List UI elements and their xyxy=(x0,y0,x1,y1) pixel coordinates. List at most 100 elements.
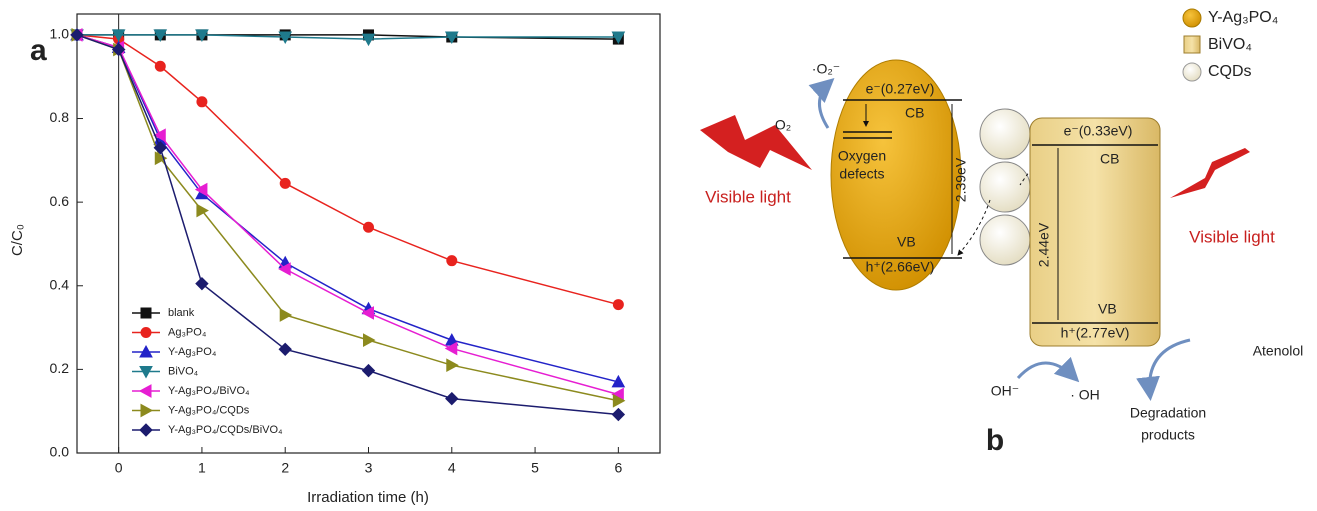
marker xyxy=(278,262,291,276)
legend-marker xyxy=(138,384,152,398)
lightning xyxy=(700,115,812,170)
marker xyxy=(612,299,624,311)
marker xyxy=(153,29,168,42)
marker xyxy=(195,276,209,291)
marker xyxy=(278,31,293,45)
marker xyxy=(153,141,167,155)
marker xyxy=(278,342,292,357)
y-tick-label: 0.4 xyxy=(50,276,70,292)
marker xyxy=(154,60,166,72)
legend-text: Ag₃PO₄ xyxy=(168,326,207,338)
cb-label: CB xyxy=(1100,151,1119,167)
marker xyxy=(196,203,209,218)
transfer-path xyxy=(958,144,1051,255)
superoxide: ·O₂⁻ xyxy=(812,61,840,77)
oxygen: O₂ xyxy=(775,117,791,133)
defect-label: Oxygen xyxy=(838,148,886,164)
marker xyxy=(111,42,126,57)
y-tick-label: 0.6 xyxy=(50,193,70,209)
legend-text: Y-Ag₃PO₄/CQDs/BiVO₄ xyxy=(168,424,283,436)
series-line xyxy=(77,34,619,40)
cb-electron: e⁻(0.27eV) xyxy=(866,81,935,97)
marker xyxy=(363,333,376,347)
marker xyxy=(363,221,374,233)
cb-label: CB xyxy=(905,105,924,121)
legend-marker xyxy=(140,327,152,338)
legend-marker xyxy=(140,403,154,418)
series-line xyxy=(76,34,619,383)
marker xyxy=(361,33,376,47)
marker xyxy=(444,341,458,356)
legend-text: Y-Ag₃PO₄/CQDs xyxy=(168,404,250,416)
series-line xyxy=(76,34,619,416)
marker xyxy=(196,96,208,108)
panel-label: b xyxy=(986,424,1004,457)
vb-hole: h⁺(2.77eV) xyxy=(1061,325,1130,341)
legend-marker xyxy=(140,307,152,319)
x-tick-label: 4 xyxy=(448,460,456,476)
hydroxide: OH⁻ xyxy=(991,383,1019,399)
marker xyxy=(195,29,209,42)
x-tick-label: 0 xyxy=(115,460,123,476)
legend-text: BiVO₄ xyxy=(168,365,199,377)
gap-label: 2.39eV xyxy=(953,157,969,202)
legend-text: blank xyxy=(168,307,195,319)
hydroxyl: · OH xyxy=(1070,387,1100,403)
y-tick-label: 0.0 xyxy=(50,444,70,460)
legend-marker xyxy=(139,344,153,358)
legend-marker xyxy=(139,366,153,379)
ag3po4-particle xyxy=(830,59,962,291)
marker xyxy=(445,391,459,406)
pollutant: Atenolol xyxy=(1253,343,1304,359)
marker xyxy=(194,182,208,197)
x-tick-label: 5 xyxy=(531,460,539,476)
marker xyxy=(612,393,626,408)
marker xyxy=(446,358,459,373)
series-line xyxy=(76,34,619,306)
products: products xyxy=(1141,427,1195,443)
marker xyxy=(444,31,459,45)
arrow xyxy=(808,77,835,129)
legend-text: Y-Ag₃PO₄/BiVO₄ xyxy=(168,385,250,397)
x-tick-label: 3 xyxy=(365,460,373,476)
cqd xyxy=(979,161,1031,213)
products: Degradation xyxy=(1130,405,1206,421)
marker xyxy=(153,128,166,143)
vb-label: VB xyxy=(897,234,916,250)
legend-text: Y-Ag₃PO₄ xyxy=(1208,9,1278,26)
marker xyxy=(611,374,626,388)
y-axis-label: C/C₀ xyxy=(9,224,26,256)
visible-light: Visible light xyxy=(1189,227,1275,246)
vb-label: VB xyxy=(1098,301,1117,317)
visible-light: Visible light xyxy=(705,187,791,206)
y-tick-label: 1.0 xyxy=(50,26,70,42)
y-tick-label: 0.2 xyxy=(50,360,70,376)
mechanism-diagram: Y-Ag₃PO₄ BiVO₄ CQDs Visible light Visibl… xyxy=(700,8,1304,457)
plot-frame xyxy=(76,13,661,454)
arrow xyxy=(1016,356,1080,383)
line-chart: a Irradiation time (h) C/C₀ 0.0 0.2 0.4 0.6… xyxy=(9,13,661,506)
legend-text: CQDs xyxy=(1208,63,1252,80)
legend-text: BiVO₄ xyxy=(1208,36,1252,53)
series-line xyxy=(76,34,619,402)
marker xyxy=(361,363,376,378)
y-tick-label: 0.8 xyxy=(50,109,70,125)
panel-label: a xyxy=(30,34,47,67)
legend-text: Y-Ag₃PO₄ xyxy=(168,346,217,358)
arrow xyxy=(1136,338,1191,401)
marker xyxy=(279,308,293,322)
marker xyxy=(279,177,291,189)
x-tick-label: 1 xyxy=(198,460,206,476)
cqd xyxy=(979,108,1031,160)
defect-label: defects xyxy=(839,166,884,182)
x-axis-label: Irradiation time (h) xyxy=(307,489,429,506)
x-tick-label: 6 xyxy=(614,460,622,476)
cqd xyxy=(979,214,1031,266)
marker xyxy=(611,31,626,45)
x-tick-label: 2 xyxy=(281,460,289,476)
series-line xyxy=(76,34,619,396)
lightning xyxy=(1170,148,1250,198)
marker xyxy=(361,306,374,320)
legend-icon xyxy=(1183,35,1201,54)
